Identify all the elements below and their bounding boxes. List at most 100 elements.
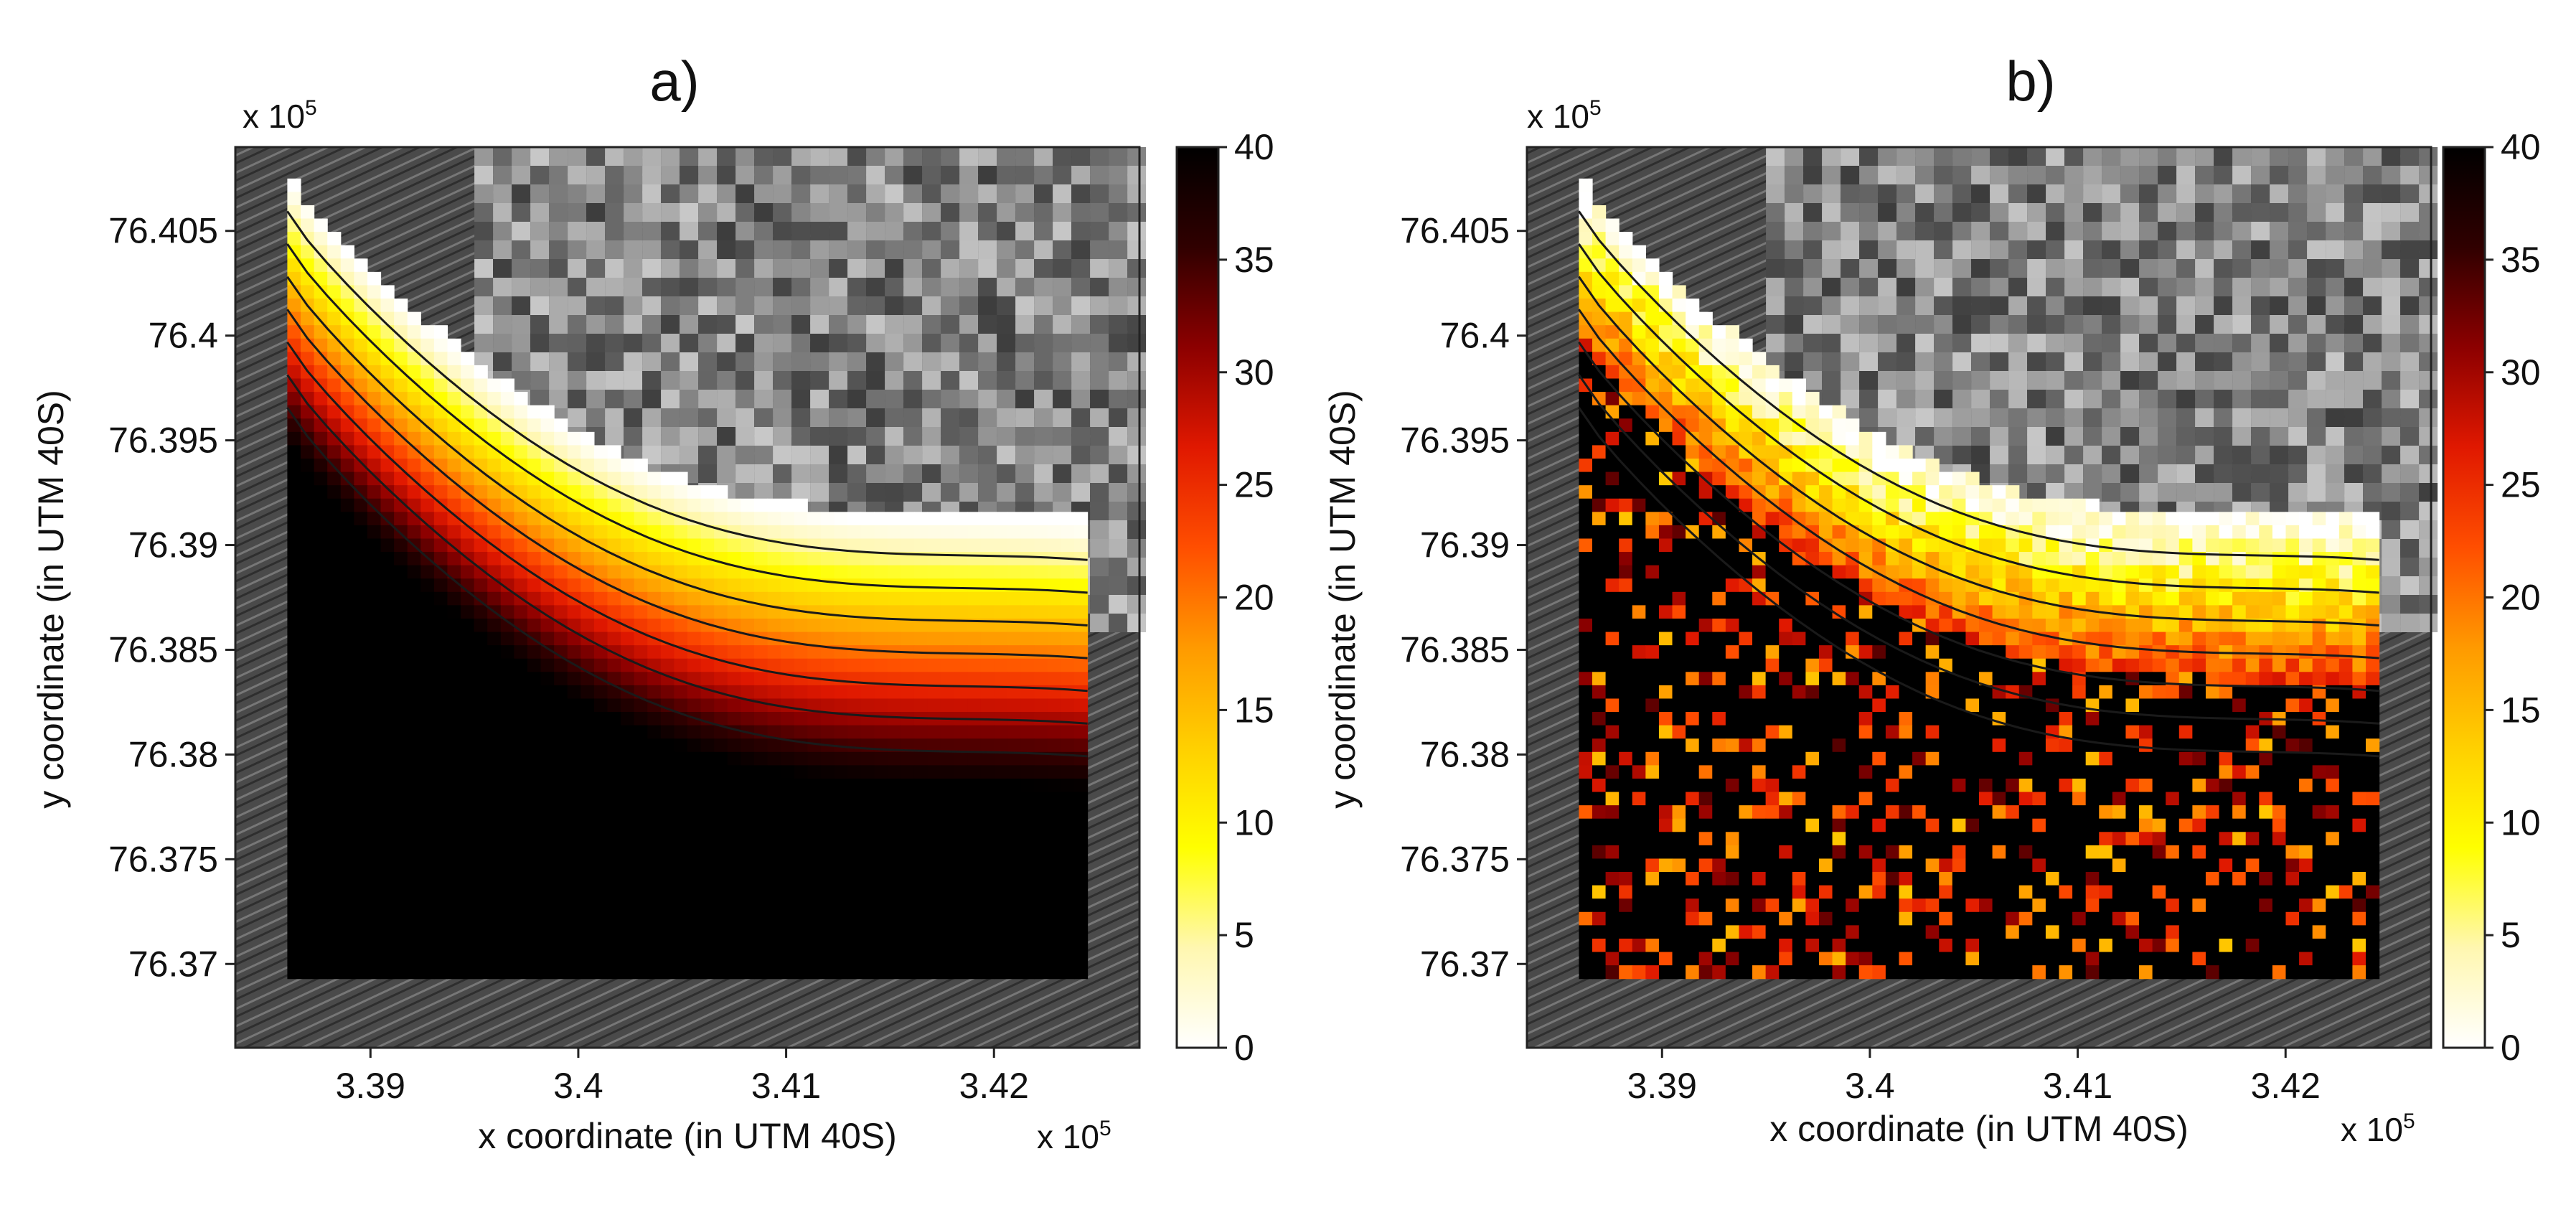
land-tile: [885, 278, 904, 296]
depth-cell: [834, 792, 848, 806]
depth-cell: [1034, 538, 1048, 553]
depth-cell: [580, 578, 595, 593]
depth-cell: [287, 392, 301, 406]
depth-cell: [514, 845, 528, 860]
depth-cell: [941, 525, 955, 540]
land-tile: [1034, 390, 1053, 408]
land-tile: [586, 296, 606, 315]
land-tile: [2400, 502, 2420, 520]
depth-cell: [367, 832, 382, 846]
depth-cell: [314, 818, 328, 832]
depth-cell: [327, 485, 342, 499]
depth-cell: [674, 658, 688, 672]
land-tile: [959, 259, 979, 278]
land-tile: [717, 427, 736, 446]
land-tile: [1034, 166, 1053, 184]
depth-cell: [420, 338, 435, 352]
land-tile: [1841, 166, 1860, 184]
depth-cell: [2259, 525, 2273, 540]
land-tile: [512, 240, 531, 259]
depth-cell: [514, 605, 528, 619]
depth-cell: [941, 858, 955, 873]
depth-cell: [1632, 431, 1646, 446]
land-tile: [2326, 446, 2345, 464]
land-tile: [2046, 184, 2065, 203]
depth-cell: [874, 525, 888, 540]
land-tile: [1109, 614, 1128, 632]
land-tile: [624, 315, 643, 334]
depth-cell: [314, 898, 328, 913]
depth-cell: [887, 698, 901, 713]
land-tile: [903, 259, 923, 278]
depth-cell: [367, 738, 382, 753]
contour-line: [286, 210, 1088, 561]
depth-cell: [2166, 525, 2180, 540]
depth-cell: [567, 778, 581, 793]
depth-cell: [407, 458, 421, 473]
land-tile: [978, 222, 997, 240]
land-tile: [1971, 315, 1990, 334]
depth-cell: [1939, 525, 1953, 540]
depth-cell: [1952, 498, 1967, 512]
panel-a-x-ticks: 3.39 3.4 3.41 3.42: [336, 1048, 1029, 1106]
land-tile: [1971, 408, 1990, 427]
depth-cell: [1725, 538, 1740, 553]
land-tile: [2270, 166, 2289, 184]
land-tile: [2232, 334, 2252, 352]
land-tile: [1053, 222, 1072, 240]
land-tile: [1090, 558, 1109, 576]
land-tile: [698, 315, 718, 334]
depth-cell: [860, 845, 875, 860]
depth-cell: [407, 911, 421, 926]
land-tile: [997, 408, 1016, 427]
depth-cell: [714, 832, 728, 846]
depth-cell: [354, 965, 368, 980]
depth-cell: [887, 725, 901, 739]
land-tile: [2120, 334, 2140, 352]
depth-cell: [593, 805, 608, 820]
depth-cell: [621, 778, 635, 793]
depth-cell: [1632, 471, 1646, 486]
depth-cell: [461, 778, 475, 793]
depth-cell: [474, 578, 488, 593]
depth-cell: [327, 285, 342, 299]
depth-cell: [1007, 872, 1022, 886]
depth-cell: [1592, 218, 1607, 233]
depth-cell: [433, 872, 448, 886]
land-tile: [1822, 334, 1841, 352]
land-tile: [1109, 446, 1128, 464]
depth-cell: [407, 845, 421, 860]
depth-cell: [1034, 552, 1048, 566]
depth-cell: [1752, 365, 1767, 380]
depth-cell: [420, 392, 435, 406]
land-tile: [2120, 296, 2140, 315]
land-tile: [698, 259, 718, 278]
depth-cell: [807, 698, 822, 713]
land-tile: [1915, 184, 1935, 203]
land-tile: [1109, 520, 1128, 539]
land-tile: [1785, 203, 1804, 222]
land-tile: [2326, 203, 2345, 222]
land-tile: [2102, 147, 2121, 166]
depth-cell: [901, 565, 915, 579]
land-tile: [2419, 558, 2438, 576]
depth-cell: [1007, 911, 1022, 926]
land-tile: [2102, 222, 2121, 240]
depth-cell: [527, 498, 542, 512]
land-tile: [1766, 222, 1785, 240]
depth-cell: [660, 805, 675, 820]
depth-cell: [1074, 938, 1089, 953]
depth-cell: [354, 299, 368, 313]
land-tile: [1090, 464, 1109, 483]
land-tile: [1915, 371, 1935, 390]
depth-cell: [1658, 311, 1673, 326]
land-tile: [1034, 352, 1053, 371]
depth-cell: [1725, 338, 1740, 352]
land-tile: [791, 315, 811, 334]
depth-cell: [700, 965, 715, 980]
depth-cell: [727, 952, 741, 966]
land-tile: [680, 408, 699, 427]
depth-cell: [394, 311, 408, 326]
depth-cell: [621, 498, 635, 512]
